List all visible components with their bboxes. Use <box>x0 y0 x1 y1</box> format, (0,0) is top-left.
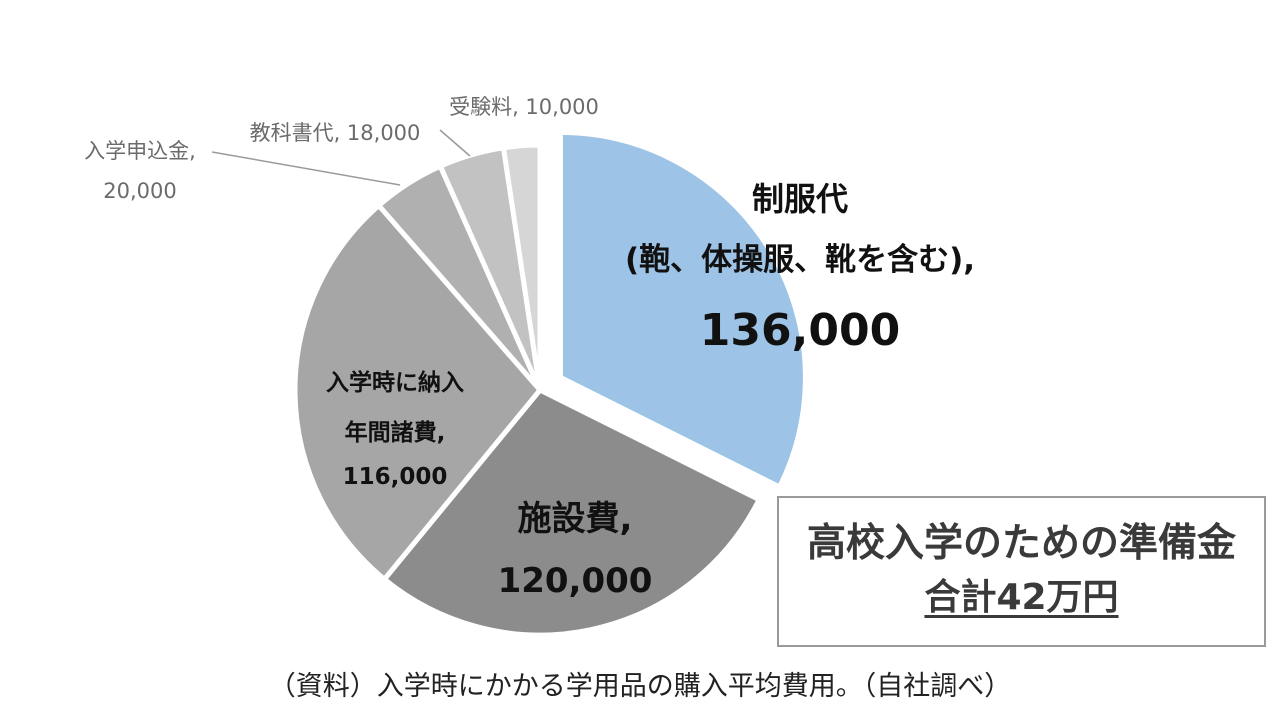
slice-label-4-line-2: 20,000 <box>103 179 176 203</box>
slice-label-1-line-1: 制服代 <box>752 180 848 218</box>
leader-line-4 <box>211 151 401 186</box>
slice-label-6-line-1: 受験料, 10,000 <box>449 95 599 119</box>
pie-slice-1 <box>557 129 808 490</box>
slice-label-5-line-1: 教科書代, 18,000 <box>250 121 421 145</box>
pie-slice-3 <box>292 202 543 582</box>
slice-label-3-line-1: 入学時に納入 <box>326 369 464 396</box>
slice-label-2-line-1: 施設費, <box>518 499 633 539</box>
slice-label-3-line-3: 116,000 <box>343 464 448 490</box>
summary-total: 合計42万円 <box>924 576 1119 618</box>
slice-label-2-line-2: 120,000 <box>498 561 653 601</box>
summary-title: 高校入学のための準備金 <box>806 521 1236 567</box>
pie-slice-6 <box>500 142 543 393</box>
slice-label-3-line-2: 年間諸費, <box>345 419 446 446</box>
source-note: （資料）入学時にかかる学用品の購入平均費用。（自社調べ） <box>268 671 1012 702</box>
slice-label-1-line-2: (鞄、体操服、靴を含む), <box>625 242 975 278</box>
pie-slice-2 <box>381 387 762 638</box>
leader-line-5 <box>439 129 471 157</box>
slice-label-4-line-1: 入学申込金, <box>84 139 196 163</box>
slice-label-1-line-3: 136,000 <box>700 305 900 356</box>
total-summary-box: 高校入学のための準備金 合計42万円 <box>777 496 1266 647</box>
